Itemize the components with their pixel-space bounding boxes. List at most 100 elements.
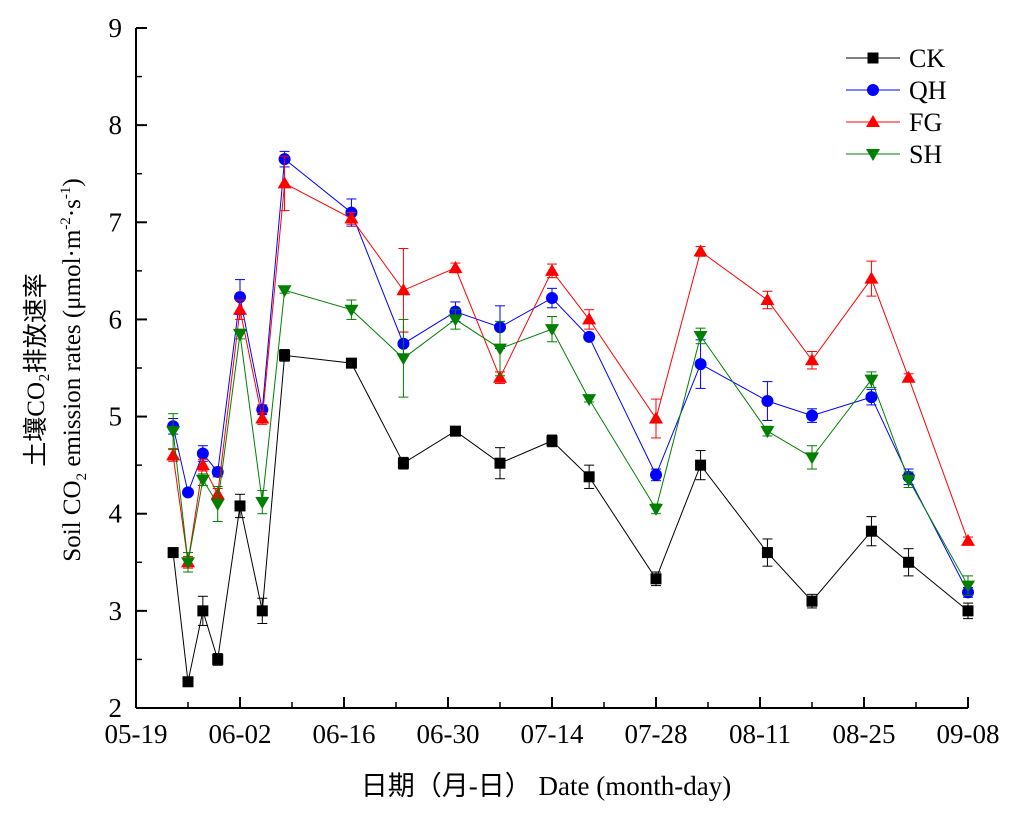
legend-item-qh: QH — [846, 76, 947, 105]
x-tick-label: 06-30 — [417, 719, 480, 749]
data-point-ck — [806, 595, 818, 607]
data-point-fg — [693, 244, 708, 257]
series-line-fg — [172, 182, 969, 563]
legend-label-ck: CK — [909, 44, 945, 73]
data-point-sh — [864, 374, 879, 387]
x-axis-ticks: 05-19 06-02 06-16 06-30 07-14 07-28 08-11 08-25… — [105, 697, 1000, 749]
data-point-ck — [962, 605, 974, 617]
y-label-part: ) — [59, 178, 86, 186]
data-point-sh — [760, 426, 775, 439]
data-point-fg — [448, 260, 463, 273]
data-point-ck — [345, 357, 357, 369]
series-sh — [166, 285, 975, 596]
y-axis-label: 土壤CO₂排放速率 Soil CO2 emission rates (μmol·… — [22, 178, 90, 561]
legend-label-qh: QH — [909, 76, 947, 105]
legend-item-fg: FG — [846, 108, 942, 137]
legend-marker-ck — [867, 52, 879, 64]
legend-marker-qh — [867, 84, 879, 96]
data-point-ck — [279, 349, 291, 361]
series-qh — [167, 150, 974, 599]
data-point-ck — [397, 457, 409, 469]
x-tick-label: 08-11 — [729, 719, 791, 749]
y-label-sub: 2 — [74, 473, 90, 481]
data-point-ck — [583, 471, 595, 483]
legend-item-ck: CK — [846, 44, 945, 73]
data-point-qh — [182, 486, 194, 499]
data-point-ck — [546, 435, 558, 447]
data-point-fg — [166, 448, 181, 461]
data-point-sh — [649, 503, 663, 516]
y-label-part: ·s — [59, 199, 86, 217]
legend-label-sh: SH — [909, 140, 942, 169]
x-tick-label: 07-28 — [625, 719, 688, 749]
data-point-fg — [961, 533, 975, 546]
data-point-sh — [344, 304, 359, 317]
data-point-ck — [695, 459, 707, 471]
data-point-sh — [396, 353, 411, 366]
series-ck — [167, 349, 974, 688]
legend-label-fg: FG — [909, 108, 942, 137]
data-point-sh — [582, 394, 597, 407]
x-tick-label: 09-08 — [937, 719, 1000, 749]
y-tick-label: 2 — [109, 693, 123, 723]
x-tick-label: 05-19 — [105, 719, 168, 749]
data-point-sh — [233, 329, 247, 341]
series-line-ck — [172, 354, 969, 682]
data-point-qh — [694, 358, 707, 371]
data-point-ck — [650, 573, 662, 585]
data-point-ck — [761, 547, 773, 559]
data-point-ck — [212, 653, 224, 665]
data-point-sh — [493, 343, 507, 356]
data-point-fg — [493, 370, 507, 383]
data-point-sh — [277, 285, 292, 298]
data-point-fg — [277, 176, 292, 189]
y-label-sup: -1 — [58, 187, 74, 200]
y-tick-label: 5 — [109, 402, 123, 432]
x-tick-label: 06-16 — [313, 719, 376, 749]
y-axis-label-cn: 土壤CO₂排放速率 — [22, 273, 50, 466]
data-point-qh — [196, 447, 209, 460]
data-point-ck — [182, 676, 194, 688]
data-point-qh — [761, 395, 774, 408]
plot-area — [166, 150, 975, 688]
y-label-part: emission rates (μmol·m — [59, 229, 86, 473]
data-point-ck — [449, 425, 461, 437]
data-point-sh — [181, 557, 195, 570]
legend-item-sh: SH — [846, 140, 942, 169]
data-point-sh — [255, 497, 270, 510]
x-tick-label: 08-25 — [833, 719, 896, 749]
data-point-qh — [546, 292, 558, 305]
legend-marker-fg — [866, 115, 880, 127]
data-point-fg — [901, 370, 916, 383]
data-point-ck — [256, 605, 268, 617]
data-point-ck — [865, 525, 877, 537]
data-point-sh — [693, 330, 708, 343]
data-point-qh — [806, 409, 818, 422]
series-line-sh — [172, 289, 969, 586]
legend: CK QH FG SH — [846, 44, 947, 169]
data-point-sh — [805, 452, 819, 465]
y-tick-label: 6 — [109, 304, 123, 334]
data-point-ck — [167, 547, 179, 559]
legend-marker-sh — [866, 149, 880, 161]
y-label-sup: -2 — [58, 217, 74, 230]
y-axis-ticks: 2 3 4 5 6 7 8 9 — [109, 13, 147, 723]
data-point-qh — [865, 391, 878, 404]
data-point-fg — [805, 353, 819, 366]
series-line-qh — [172, 158, 969, 593]
data-point-qh — [650, 468, 662, 481]
data-point-fg — [582, 312, 597, 325]
data-point-fg — [344, 211, 359, 224]
data-point-ck — [197, 605, 209, 617]
data-point-sh — [195, 474, 210, 487]
data-point-fg — [649, 411, 663, 424]
data-point-sh — [545, 324, 559, 337]
y-tick-label: 7 — [109, 207, 123, 237]
data-point-fg — [545, 263, 559, 276]
data-point-sh — [901, 474, 916, 487]
data-point-fg — [195, 458, 210, 471]
x-tick-label: 07-14 — [521, 719, 584, 749]
data-point-qh — [583, 330, 596, 343]
data-point-fg — [396, 283, 411, 296]
